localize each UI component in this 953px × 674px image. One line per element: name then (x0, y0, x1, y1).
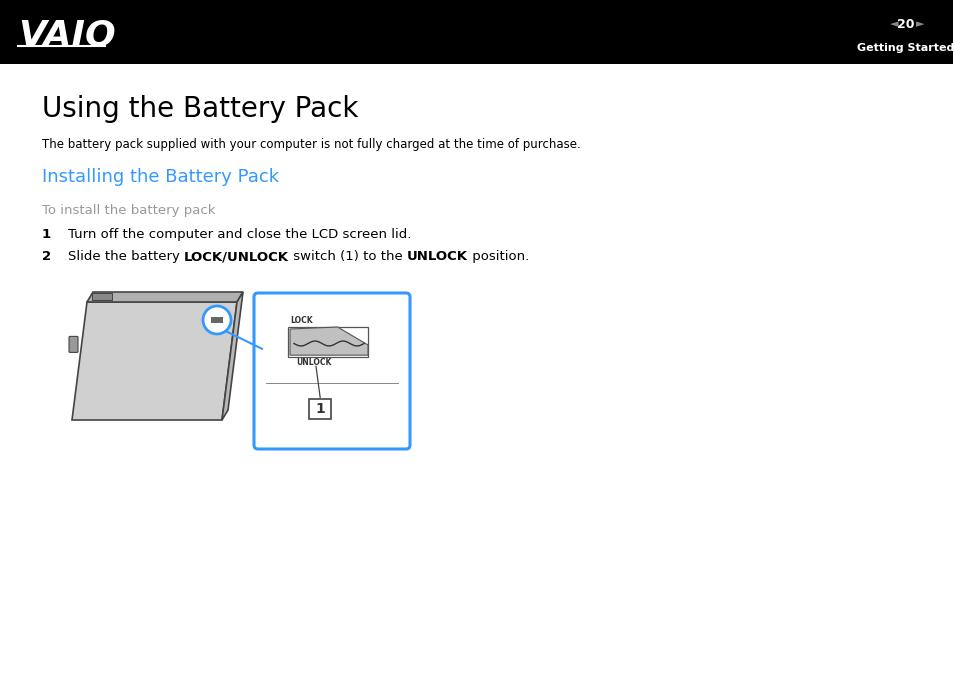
Text: To install the battery pack: To install the battery pack (42, 204, 215, 217)
Text: LOCK: LOCK (290, 316, 313, 325)
Text: UNLOCK: UNLOCK (407, 250, 468, 263)
Polygon shape (222, 292, 243, 420)
Text: UNLOCK: UNLOCK (295, 359, 331, 367)
Text: The battery pack supplied with your computer is not fully charged at the time of: The battery pack supplied with your comp… (42, 138, 580, 151)
Text: Slide the battery: Slide the battery (68, 250, 184, 263)
Text: ◄: ◄ (889, 20, 898, 30)
Bar (288, 327, 368, 357)
Polygon shape (71, 302, 236, 420)
Text: LOCK/UNLOCK: LOCK/UNLOCK (184, 250, 289, 263)
Text: switch (1) to the: switch (1) to the (289, 250, 407, 263)
Polygon shape (290, 327, 368, 355)
Text: VAIO: VAIO (18, 18, 115, 52)
Text: ►: ► (915, 20, 923, 30)
Circle shape (203, 306, 231, 334)
Bar (211, 317, 223, 323)
Text: 20: 20 (897, 18, 914, 31)
Text: Getting Started: Getting Started (857, 43, 953, 53)
Text: 1: 1 (42, 228, 51, 241)
Bar (0, 0, 953, 64)
Text: Turn off the computer and close the LCD screen lid.: Turn off the computer and close the LCD … (68, 228, 411, 241)
Text: 1: 1 (314, 402, 325, 417)
Bar (309, 400, 331, 419)
Text: 2: 2 (42, 250, 51, 263)
Bar (91, 293, 112, 300)
FancyBboxPatch shape (253, 293, 410, 449)
Text: position.: position. (468, 250, 529, 263)
FancyBboxPatch shape (69, 336, 78, 353)
Text: Installing the Battery Pack: Installing the Battery Pack (42, 168, 279, 186)
Polygon shape (87, 292, 243, 302)
Text: Using the Battery Pack: Using the Battery Pack (42, 95, 358, 123)
